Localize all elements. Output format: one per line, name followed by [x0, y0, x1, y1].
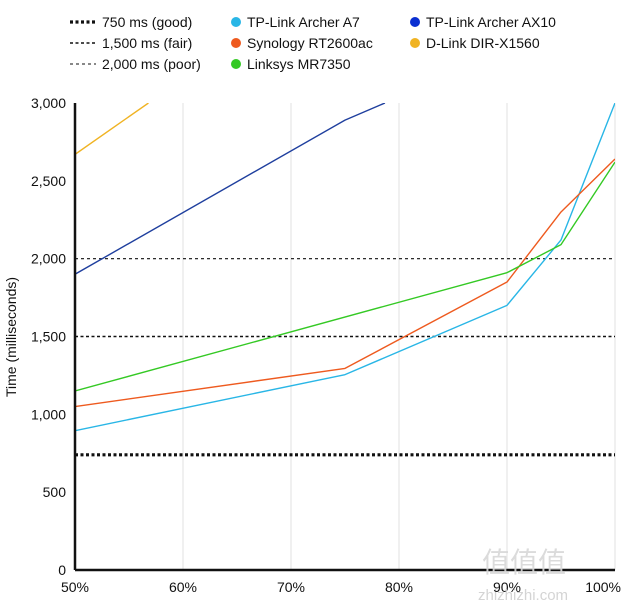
- watermark: 值值值 zhizhizhi.com: [478, 547, 568, 604]
- y-tick-label: 3,000: [31, 95, 66, 111]
- legend: 750 ms (good) 1,500 ms (fair) 2,000 ms (po…: [70, 14, 556, 72]
- legend-series-swatch: [410, 38, 420, 48]
- y-tick-label: 0: [58, 562, 66, 578]
- y-tick-label: 1,000: [31, 406, 66, 422]
- series-line-3: [75, 161, 615, 392]
- series-line-4: [75, 103, 386, 275]
- legend-series-label: Linksys MR7350: [247, 56, 351, 72]
- y-tick-label: 2,000: [31, 251, 66, 267]
- y-tick-label: 500: [43, 484, 67, 500]
- legend-series-label: D-Link DIR-X1560: [426, 35, 540, 51]
- legend-threshold-label: 1,500 ms (fair): [102, 35, 192, 51]
- legend-threshold-label: 2,000 ms (poor): [102, 56, 201, 72]
- x-tick-label: 60%: [169, 579, 197, 595]
- x-tick-label: 100%: [585, 579, 621, 595]
- legend-series-swatch: [410, 17, 420, 27]
- legend-threshold-label: 750 ms (good): [102, 14, 192, 30]
- tick-labels: 0 500 1,000 1,500 2,000 2,500 3,000 50% 60% 70% 80…: [31, 95, 621, 595]
- axes: [73, 103, 615, 572]
- y-tick-label: 2,500: [31, 173, 66, 189]
- x-tick-label: 70%: [277, 579, 305, 595]
- series-line-5: [75, 103, 149, 155]
- x-tick-label: 90%: [493, 579, 521, 595]
- x-tick-label: 80%: [385, 579, 413, 595]
- series-line-2: [75, 158, 615, 408]
- watermark-logo: 值值值: [482, 547, 566, 578]
- legend-series-label: Synology RT2600ac: [247, 35, 373, 51]
- legend-series-swatch: [231, 38, 241, 48]
- y-axis-label: Time (milliseconds): [3, 277, 19, 397]
- series-lines: [75, 103, 615, 432]
- watermark-url: zhizhizhi.com: [478, 587, 568, 604]
- x-tick-label: 50%: [61, 579, 89, 595]
- threshold-lines: [75, 258, 615, 457]
- legend-series-label: TP-Link Archer A7: [247, 14, 360, 30]
- legend-series-swatch: [231, 17, 241, 27]
- legend-series-swatch: [231, 59, 241, 69]
- series-line-1: [75, 103, 615, 432]
- legend-series-label: TP-Link Archer AX10: [426, 14, 556, 30]
- y-tick-label: 1,500: [31, 329, 66, 345]
